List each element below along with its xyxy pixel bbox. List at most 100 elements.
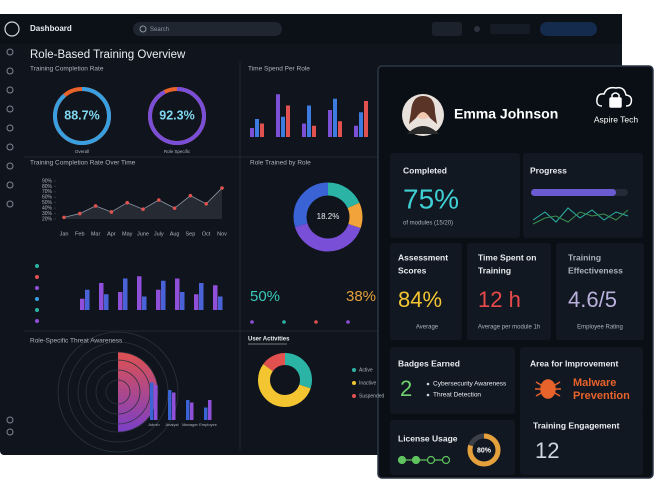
x-tick-label: Employee [199, 422, 218, 427]
section-title: Role-Specific Threat Awareness [30, 338, 123, 345]
bullet [426, 393, 430, 397]
metric-note: Employee Rating [577, 325, 623, 331]
y-tick-label: 60% [42, 195, 53, 201]
legend-dot [35, 264, 39, 268]
metric-value: 4.6/5 [568, 287, 617, 312]
bar [99, 283, 104, 310]
y-tick-label: 70% [42, 189, 53, 195]
company-name: Aspire Tech [594, 114, 639, 124]
bar [186, 400, 190, 420]
bar [328, 110, 332, 137]
logo [4, 21, 20, 37]
stat-value: 38% [346, 288, 376, 305]
bar [137, 276, 142, 310]
bar [104, 294, 109, 310]
dot [282, 320, 286, 324]
x-tick-label: Mar [91, 231, 101, 237]
improvement-value: Malware [573, 377, 616, 389]
donut-segment [293, 182, 363, 252]
metric-note: of modules (15/20) [403, 221, 453, 227]
gauge-arc [148, 87, 206, 145]
bar [333, 98, 337, 137]
header-icon [474, 26, 480, 32]
label: Progress [530, 165, 567, 175]
dot [346, 320, 350, 324]
legend-dot [35, 297, 39, 301]
x-tick-label: Manager [182, 422, 198, 427]
bar [307, 105, 311, 137]
legend-dot [35, 275, 39, 279]
donut-label: 18.2% [317, 212, 340, 221]
bar [175, 278, 180, 310]
dot [250, 320, 254, 324]
bar [142, 296, 147, 310]
x-tick-label: Sep [186, 231, 196, 237]
donut-segment [258, 353, 312, 407]
section-title: Training Completion Rate [30, 66, 104, 73]
search-icon [139, 25, 147, 33]
bar [180, 292, 185, 310]
label: Training Engagement [533, 420, 620, 430]
point [172, 206, 177, 210]
label: License Usage [398, 433, 458, 443]
bar [118, 292, 123, 310]
bug-icon [535, 379, 561, 399]
y-tick-label: 80% [42, 184, 53, 190]
point [188, 193, 193, 198]
y-tick-label: 50% [42, 200, 53, 206]
label: Effectiveness [568, 265, 623, 275]
header-user [490, 24, 530, 34]
header-primary-button[interactable] [540, 22, 597, 36]
x-tick-label: Jan [60, 231, 69, 237]
section-title: Training Completion Rate Over Time [30, 160, 136, 167]
legend-label: Inactive [359, 380, 376, 386]
y-tick-label: 20% [42, 216, 53, 222]
x-tick-label: Apr [107, 231, 116, 237]
bar [85, 289, 90, 310]
search-placeholder: Search [150, 27, 169, 33]
metric-value: 2 [400, 376, 412, 401]
section-title: Role Trained by Role [250, 160, 311, 167]
bar [161, 280, 166, 310]
metric-value: 84% [398, 287, 442, 312]
label: Assessment [398, 252, 448, 262]
gauge-value: 88.7% [64, 108, 99, 122]
y-tick-label: 30% [42, 211, 53, 217]
search-box[interactable] [133, 22, 282, 36]
sidebar [6, 48, 14, 436]
legend-dot [352, 368, 356, 372]
legend-label: Active [359, 367, 373, 373]
bar [260, 123, 264, 137]
metric-value: 12 [535, 438, 559, 463]
bar [208, 400, 212, 420]
legend-label: Suspended [359, 393, 385, 399]
legend-dot [35, 319, 39, 323]
progress-sparkline [532, 209, 629, 225]
legend-dot [35, 308, 39, 312]
header-button[interactable] [432, 22, 462, 36]
bar [218, 296, 223, 310]
section-title: User Activities [248, 337, 290, 343]
bar [250, 128, 254, 137]
bar [312, 125, 316, 137]
point [157, 198, 161, 202]
legend-dot [352, 381, 356, 385]
y-tick-label: 40% [42, 205, 53, 211]
section-title: Time Spend Per Role [248, 66, 310, 73]
page-heading: Role-Based Training Overview [30, 49, 186, 61]
point [78, 211, 82, 216]
bar [255, 119, 259, 137]
x-tick-label: Aug [170, 231, 180, 237]
x-tick-label: Feb [75, 231, 84, 237]
bar [150, 382, 154, 420]
bar [276, 94, 280, 137]
badge-item: Cybersecurity Awareness [433, 381, 507, 388]
x-tick-label: June [137, 231, 149, 237]
bar [194, 294, 199, 310]
bar [172, 392, 176, 420]
bar [123, 278, 128, 310]
bar [286, 105, 290, 137]
x-tick-label: Nov [217, 231, 227, 237]
bar [199, 283, 204, 310]
